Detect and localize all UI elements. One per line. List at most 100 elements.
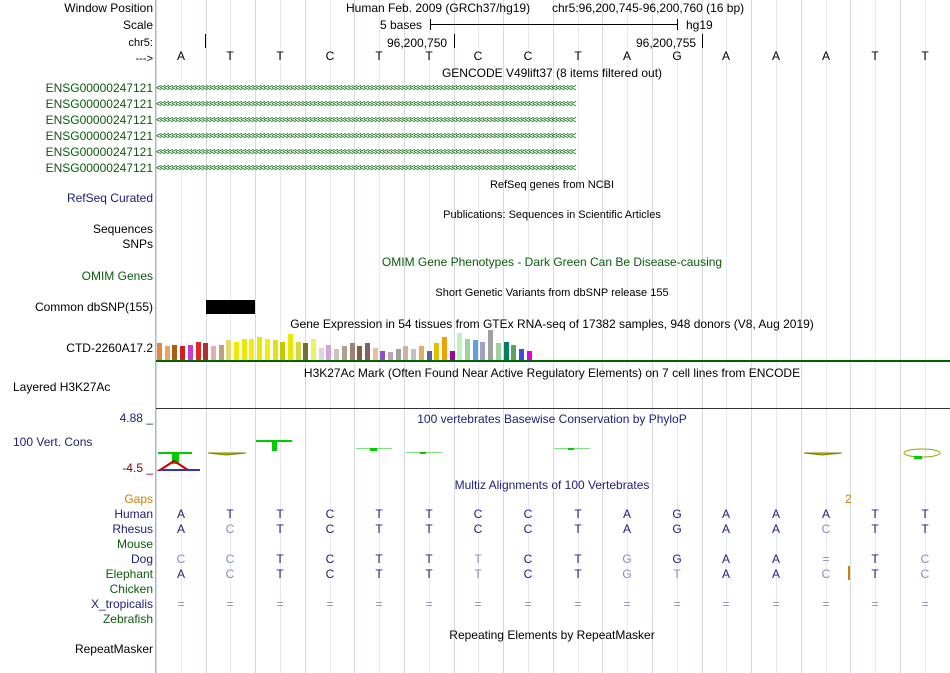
gtex-tissue-bar[interactable] <box>465 339 470 360</box>
gtex-tissue-bar[interactable] <box>472 340 478 360</box>
scale-bar-right-tick <box>677 19 678 30</box>
species-label[interactable]: Chicken <box>109 582 153 596</box>
gtex-tissue-bar[interactable] <box>503 342 509 360</box>
gencode-transcript[interactable]: <<<<<<<<<<<<<<<<<<<<<<<<<<<<<<<<<<<<<<<<… <box>156 99 577 110</box>
aligned-base: T <box>574 507 582 521</box>
gtex-tissue-bar[interactable] <box>418 346 424 360</box>
gtex-tissue-bar[interactable] <box>241 339 247 360</box>
gtex-tissue-bar[interactable] <box>488 330 494 360</box>
gtex-tissue-bar[interactable] <box>303 343 309 360</box>
gtex-tissue-bar[interactable] <box>526 351 532 360</box>
gtex-tissue-bar[interactable] <box>388 352 393 360</box>
gtex-tissue-bar[interactable] <box>426 351 432 360</box>
ref-base: A <box>771 49 780 63</box>
gtex-tissue-bar[interactable] <box>449 351 455 360</box>
gtex-tissue-bar[interactable] <box>372 348 378 360</box>
gtex-tissue-bar[interactable] <box>364 343 370 360</box>
gtex-tissue-bar[interactable] <box>518 349 524 360</box>
gtex-tissue-bar[interactable] <box>164 346 170 360</box>
publications-label[interactable]: Sequences <box>92 222 153 236</box>
gtex-tissue-bar[interactable] <box>395 349 401 360</box>
gtex-tissue-bar[interactable] <box>280 342 286 360</box>
aligned-base: T <box>425 552 433 566</box>
gtex-tissue-bar[interactable] <box>226 340 232 360</box>
gtex-tissue-bar[interactable] <box>457 333 463 360</box>
ref-base: T <box>276 49 284 63</box>
gencode-item-label[interactable]: ENSG00000247121 <box>45 113 153 127</box>
gtex-tissue-bar[interactable] <box>511 345 517 360</box>
dbsnp-variant[interactable] <box>206 300 255 314</box>
gtex-tissue-bar[interactable] <box>495 343 501 360</box>
gtex-tissue-bar[interactable] <box>334 349 340 360</box>
species-label[interactable]: Elephant <box>105 567 153 581</box>
gtex-tissue-bar[interactable] <box>257 337 263 360</box>
bases-arrow-label: ---> <box>135 53 153 65</box>
aligned-base: A <box>622 522 631 536</box>
gtex-label[interactable]: CTD-2260A17.2 <box>66 341 153 355</box>
species-label[interactable]: Rhesus <box>112 522 153 536</box>
phylop-label[interactable]: 100 Vert. Cons <box>13 435 93 449</box>
aligned-base: A <box>771 567 780 581</box>
gencode-transcript[interactable]: <<<<<<<<<<<<<<<<<<<<<<<<<<<<<<<<<<<<<<<<… <box>156 115 577 126</box>
gencode-transcript[interactable]: <<<<<<<<<<<<<<<<<<<<<<<<<<<<<<<<<<<<<<<<… <box>156 83 577 94</box>
gtex-tissue-bar[interactable] <box>380 351 386 360</box>
gtex-tissue-bar[interactable] <box>187 345 193 360</box>
grid-line <box>627 0 628 673</box>
gtex-tissue-bar[interactable] <box>210 346 216 360</box>
gtex-tissue-bar[interactable] <box>357 346 363 360</box>
gtex-tissue-bar[interactable] <box>264 339 270 360</box>
refseq-label[interactable]: RefSeq Curated <box>66 191 153 205</box>
species-label[interactable]: Human <box>114 507 153 521</box>
gtex-tissue-bar[interactable] <box>434 343 440 360</box>
species-label[interactable]: X_tropicalis <box>90 597 153 611</box>
gtex-tissue-bar[interactable] <box>349 343 355 360</box>
gtex-tissue-bar[interactable] <box>172 345 178 360</box>
species-label[interactable]: Mouse <box>116 537 153 551</box>
gencode-transcript[interactable]: <<<<<<<<<<<<<<<<<<<<<<<<<<<<<<<<<<<<<<<<… <box>156 147 577 158</box>
gencode-item-label[interactable]: ENSG00000247121 <box>45 129 153 143</box>
species-label[interactable]: Dog <box>130 552 153 566</box>
gtex-tissue-bar[interactable] <box>403 346 409 360</box>
coord-tick-3 <box>702 34 703 48</box>
dbsnp-label[interactable]: Common dbSNP(155) <box>34 300 153 314</box>
gencode-transcript[interactable]: <<<<<<<<<<<<<<<<<<<<<<<<<<<<<<<<<<<<<<<<… <box>156 131 577 142</box>
gtex-tissue-bar[interactable] <box>195 342 201 360</box>
gtex-tissue-bar[interactable] <box>218 345 224 360</box>
gtex-tissue-bar[interactable] <box>480 342 486 360</box>
rmsk-label[interactable]: RepeatMasker <box>74 642 153 656</box>
gencode-item-label[interactable]: ENSG00000247121 <box>45 161 153 175</box>
gtex-tissue-bar[interactable] <box>249 339 255 360</box>
gtex-tissue-bar[interactable] <box>341 346 347 360</box>
h3k27ac-label[interactable]: Layered H3K27Ac <box>13 380 111 394</box>
gencode-item-label[interactable]: ENSG00000247121 <box>45 97 153 111</box>
gtex-tissue-bar[interactable] <box>157 343 162 360</box>
gtex-tissue-bar[interactable] <box>287 334 293 360</box>
snps-label[interactable]: SNPs <box>122 237 153 251</box>
aligned-base: T <box>871 522 879 536</box>
gtex-tissue-bar[interactable] <box>295 342 301 360</box>
aligned-base: T <box>474 552 482 566</box>
gtex-tissue-bar[interactable] <box>326 345 332 360</box>
gtex-tissue-bar[interactable] <box>318 348 324 360</box>
grid-line <box>429 0 430 673</box>
gtex-tissue-bar[interactable] <box>441 337 447 360</box>
omim-label[interactable]: OMIM Genes <box>81 269 153 283</box>
gtex-tissue-bar[interactable] <box>311 339 316 360</box>
aligned-base: T <box>276 522 284 536</box>
aligned-base: A <box>176 522 185 536</box>
ref-base: A <box>622 49 631 63</box>
phylop-plot[interactable] <box>156 436 950 476</box>
gencode-transcript[interactable]: <<<<<<<<<<<<<<<<<<<<<<<<<<<<<<<<<<<<<<<<… <box>156 163 577 174</box>
gtex-tissue-bar[interactable] <box>411 349 417 360</box>
phylop-bar <box>272 442 277 451</box>
species-label[interactable]: Zebrafish <box>102 612 153 626</box>
gtex-tissue-bar[interactable] <box>272 340 278 360</box>
gtex-tissue-bar[interactable] <box>180 346 186 360</box>
gaps-label[interactable]: Gaps <box>124 492 153 506</box>
gtex-tissue-bar[interactable] <box>234 342 239 360</box>
gtex-tissue-bar[interactable] <box>203 343 209 360</box>
gencode-item-label[interactable]: ENSG00000247121 <box>45 81 153 95</box>
gencode-title: GENCODE V49lift37 (8 items filtered out) <box>441 66 663 80</box>
gencode-item-label[interactable]: ENSG00000247121 <box>45 145 153 159</box>
